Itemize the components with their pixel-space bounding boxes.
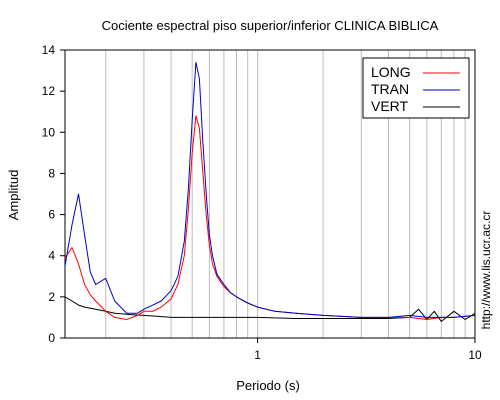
y-tick-label: 14	[42, 43, 56, 57]
y-tick-label: 2	[48, 290, 55, 304]
y-axis: 0 2 4 6 8 10 12 14	[42, 43, 65, 345]
y-tick-label: 0	[48, 331, 55, 345]
x-tick-label: 10	[468, 348, 482, 362]
y-tick-label: 8	[48, 166, 55, 180]
side-url-text: http://www.lis.ucr.ac.cr	[479, 211, 493, 330]
legend-box	[362, 57, 470, 119]
legend-label-tran: TRAN	[371, 81, 409, 97]
x-tick-label: 1	[254, 348, 261, 362]
legend-label-vert: VERT	[371, 98, 409, 114]
series-layer	[64, 61, 476, 322]
y-tick-label: 4	[48, 249, 55, 263]
plot-frame	[64, 49, 476, 339]
series-line-long	[64, 115, 476, 320]
x-axis-label: Periodo (s)	[236, 378, 300, 393]
x-axis: 1 10	[254, 338, 482, 362]
chart-title: Cociente espectral piso superior/inferio…	[102, 18, 439, 33]
series-line-vert	[64, 296, 476, 322]
y-axis-label: Amplitud	[6, 170, 21, 221]
y-tick-label: 10	[42, 125, 56, 139]
y-tick-label: 6	[48, 208, 55, 222]
series-line-tran	[64, 61, 476, 318]
legend: LONG TRAN VERT	[362, 57, 470, 119]
legend-label-long: LONG	[371, 64, 411, 80]
y-tick-label: 12	[42, 84, 56, 98]
